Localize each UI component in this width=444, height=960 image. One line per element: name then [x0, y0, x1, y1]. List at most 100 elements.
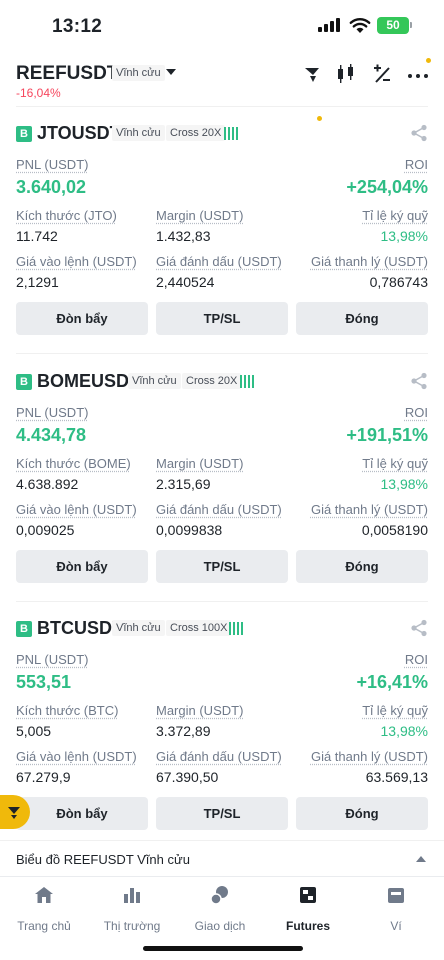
entry-price-value: 67.279,9	[16, 769, 71, 785]
mark-price-value: 2,440524	[156, 274, 215, 290]
home-icon	[35, 887, 53, 903]
contract-type-tag: Vĩnh cửu	[112, 125, 165, 141]
notification-dot	[426, 58, 431, 63]
nav-item-home[interactable]: Trang chủ	[0, 885, 88, 935]
divider	[16, 106, 428, 107]
chevron-down-icon[interactable]	[166, 69, 176, 75]
header-contract-type: Vĩnh cửu	[112, 65, 165, 81]
share-icon[interactable]	[410, 124, 428, 142]
margin-label: Margin (USDT)	[156, 703, 244, 718]
bottom-nav: Trang chủ Thị trường Giao dịch Futures V…	[0, 876, 444, 960]
nav-label: Giao dịch	[194, 919, 246, 933]
roi-label: ROI	[404, 157, 428, 172]
nav-item-futures[interactable]: Futures	[264, 885, 352, 935]
liq-price-label: Giá thanh lý (USDT)	[310, 502, 428, 517]
candle-mode-icon[interactable]	[301, 62, 325, 86]
nav-label: Thị trường	[103, 919, 161, 933]
mark-price-value: 67.390,50	[156, 769, 219, 785]
share-icon[interactable]	[410, 372, 428, 390]
roi-label: ROI	[404, 652, 428, 667]
margin-value: 1.432,83	[156, 228, 211, 244]
candlestick-chart-icon[interactable]	[334, 62, 358, 86]
margin-label: Margin (USDT)	[156, 208, 244, 223]
margin-ratio-label: Tỉ lệ ký quỹ	[362, 456, 428, 471]
more-options-icon[interactable]	[406, 62, 430, 86]
tpsl-button[interactable]: TP/SL	[156, 550, 288, 583]
nav-item-markets[interactable]: Thị trường	[88, 885, 176, 935]
margin-value: 2.315,69	[156, 476, 211, 492]
margin-ratio-label: Tỉ lệ ký quỹ	[362, 208, 428, 223]
margin-ratio-value: 13,98%	[380, 723, 428, 739]
pnl-label: PNL (USDT)	[16, 157, 89, 172]
battery-indicator: 50	[377, 17, 409, 34]
liq-price-label: Giá thanh lý (USDT)	[310, 254, 428, 269]
chart-collapse-bar[interactable]: Biểu đồ REEFUSDT Vĩnh cửu	[0, 840, 444, 876]
margin-mode-tag[interactable]: Cross 20X	[166, 125, 226, 141]
entry-price-label: Giá vào lệnh (USDT)	[16, 254, 137, 269]
close-position-button[interactable]: Đóng	[296, 302, 428, 335]
leverage-button[interactable]: Đòn bẩy	[16, 550, 148, 583]
size-label: Kích thước (JTO)	[16, 208, 117, 223]
calculator-icon[interactable]	[370, 62, 394, 86]
roi-value: +191,51%	[346, 425, 428, 445]
cellular-signal-icon	[318, 18, 342, 32]
chevron-up-icon[interactable]	[416, 856, 426, 862]
mark-price-label: Giá đánh dấu (USDT)	[156, 502, 282, 517]
status-bar: 13:12 50	[0, 0, 444, 50]
wifi-icon	[349, 18, 371, 33]
liq-price-value: 63.569,13	[365, 769, 428, 785]
close-position-button[interactable]: Đóng	[296, 550, 428, 583]
margin-mode-tag[interactable]: Cross 100X	[166, 620, 232, 636]
wallet-icon	[388, 888, 404, 903]
assistant-icon	[8, 807, 20, 819]
nav-item-trade[interactable]: Giao dịch	[176, 885, 264, 935]
nav-label: Ví	[390, 919, 402, 933]
tpsl-button[interactable]: TP/SL	[156, 302, 288, 335]
floating-assistant-button[interactable]	[0, 795, 30, 829]
entry-price-value: 0,009025	[16, 522, 75, 538]
position-symbol[interactable]: JTOUSDT	[37, 123, 121, 143]
liq-price-label: Giá thanh lý (USDT)	[310, 749, 428, 764]
liq-price-value: 0,0058190	[361, 522, 428, 538]
size-value: 11.742	[16, 228, 58, 244]
share-icon[interactable]	[410, 619, 428, 637]
home-indicator	[143, 946, 303, 951]
battery-tip	[410, 22, 412, 28]
leverage-button[interactable]: Đòn bẩy	[16, 797, 148, 830]
position-card-0: B JTOUSDT Vĩnh cửu Cross 20X PNL (USDT) …	[0, 123, 444, 354]
size-value: 4.638.892	[16, 476, 79, 492]
position-symbol[interactable]: BOMEUSDT	[37, 371, 140, 391]
mark-price-label: Giá đánh dấu (USDT)	[156, 749, 282, 764]
margin-ratio-value: 13,98%	[380, 228, 428, 244]
margin-ratio-label: Tỉ lệ ký quỹ	[362, 703, 428, 718]
position-symbol[interactable]: BTCUSDT	[37, 618, 123, 638]
tpsl-button[interactable]: TP/SL	[156, 797, 288, 830]
close-position-button[interactable]: Đóng	[296, 797, 428, 830]
nav-item-wallet[interactable]: Ví	[352, 885, 440, 935]
entry-price-label: Giá vào lệnh (USDT)	[16, 749, 137, 764]
header-symbol[interactable]: REEFUSDT	[16, 63, 119, 84]
notification-dot	[317, 116, 322, 121]
leverage-button[interactable]: Đòn bẩy	[16, 302, 148, 335]
adl-indicator-icon	[224, 127, 238, 140]
margin-mode-tag[interactable]: Cross 20X	[182, 373, 242, 389]
long-badge: B	[16, 621, 32, 637]
roi-label: ROI	[404, 405, 428, 420]
status-time: 13:12	[52, 16, 103, 37]
long-badge: B	[16, 374, 32, 390]
adl-indicator-icon	[240, 375, 254, 388]
entry-price-label: Giá vào lệnh (USDT)	[16, 502, 137, 517]
mark-price-label: Giá đánh dấu (USDT)	[156, 254, 282, 269]
size-label: Kích thước (BOME)	[16, 456, 131, 471]
margin-value: 3.372,89	[156, 723, 211, 739]
contract-type-tag: Vĩnh cửu	[112, 620, 165, 636]
size-label: Kích thước (BTC)	[16, 703, 119, 718]
nav-label: Futures	[285, 919, 330, 933]
contract-type-tag: Vĩnh cửu	[128, 373, 181, 389]
pnl-label: PNL (USDT)	[16, 405, 89, 420]
symbol-header: REEFUSDT Vĩnh cửu -16,04%	[0, 56, 444, 121]
divider	[16, 601, 428, 602]
mark-price-value: 0,0099838	[156, 522, 223, 538]
futures-icon	[300, 887, 316, 903]
size-value: 5,005	[16, 723, 52, 739]
